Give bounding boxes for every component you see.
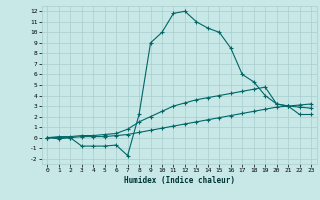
- X-axis label: Humidex (Indice chaleur): Humidex (Indice chaleur): [124, 176, 235, 185]
